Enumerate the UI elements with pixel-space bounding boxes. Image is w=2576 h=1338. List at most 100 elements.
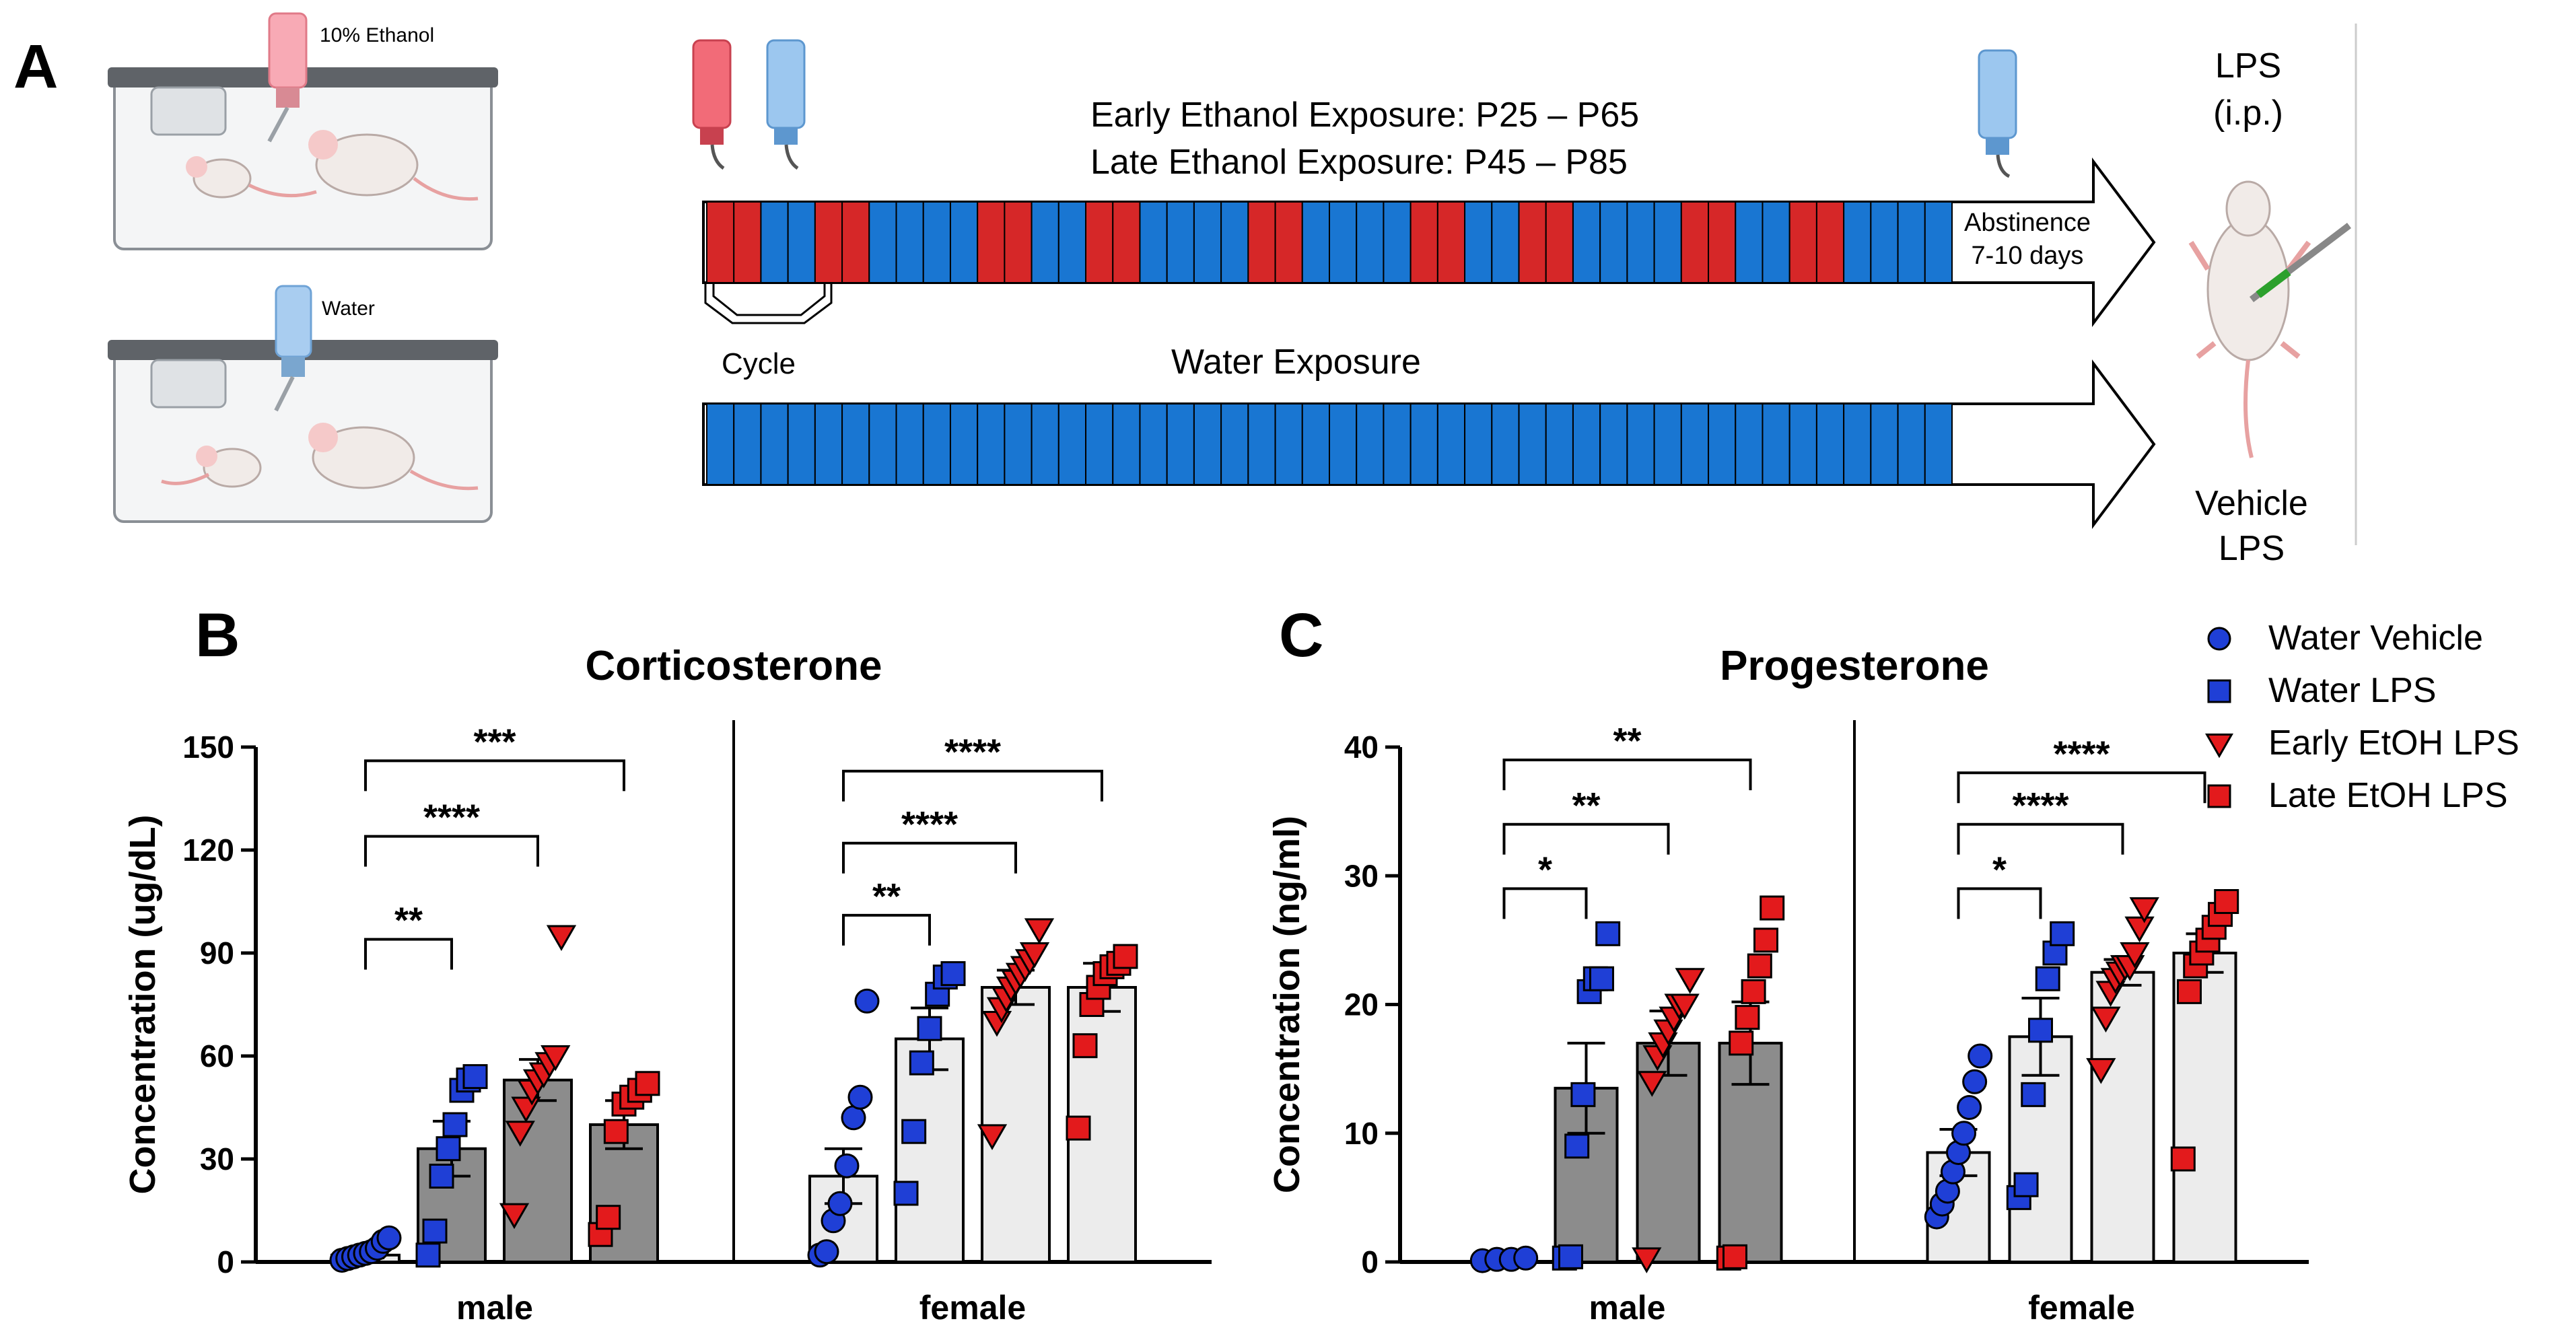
water-day-block: [1301, 201, 1330, 283]
y-axis-label: Concentration (ug/dL): [123, 815, 163, 1195]
water-day-block: [868, 201, 897, 283]
significance-bracket: [842, 913, 931, 946]
data-point: [422, 1218, 448, 1244]
data-point: [1669, 993, 1700, 1020]
water-day-block: [922, 201, 951, 283]
significance-label: **: [872, 876, 901, 917]
water-day-block: [922, 403, 951, 485]
data-point: [596, 1205, 621, 1230]
data-point: [2214, 889, 2239, 914]
water-day-block: [1112, 403, 1141, 485]
data-point: [546, 925, 577, 952]
data-point: [2021, 1082, 2046, 1107]
water-day-block: [1220, 201, 1249, 283]
data-point: [2050, 921, 2075, 946]
water-day-block: [1301, 403, 1330, 485]
cycle-label: Cycle: [722, 347, 796, 380]
water-day-block: [760, 403, 789, 485]
ethanol-day-block: [1708, 201, 1737, 283]
legend-marker: [2205, 733, 2233, 759]
water-day-block: [1193, 403, 1222, 485]
data-point: [541, 1045, 571, 1071]
water-day-block: [1356, 403, 1385, 485]
cage-water: [108, 285, 498, 523]
data-point: [1735, 1005, 1760, 1030]
significance-bracket: [1957, 887, 2042, 919]
water-day-block: [1057, 201, 1087, 283]
legend-marker: [2207, 784, 2231, 808]
data-point: [505, 1121, 535, 1147]
y-tick-label: 10: [1344, 1116, 1379, 1151]
vehicle-lps-label: LPS: [2219, 529, 2285, 568]
water-day-block: [1383, 201, 1412, 283]
significance-label: **: [1572, 785, 1600, 826]
significance-bracket: [842, 769, 1103, 802]
mouse-icon: [186, 156, 317, 199]
water-day-block: [1680, 403, 1710, 485]
water-day-block: [1545, 403, 1574, 485]
data-point: [854, 988, 880, 1014]
data-point: [1024, 918, 1055, 944]
y-tick-label: 30: [200, 1141, 234, 1176]
water-day-block: [1085, 403, 1114, 485]
early-exposure-label: Early Ethanol Exposure: P25 – P65: [1090, 96, 1639, 135]
progesterone-chart: Progesterone Concentration (ng/ml) 0 10 20 30…: [1267, 643, 2309, 1327]
water-day-block: [1409, 403, 1438, 485]
data-point: [1558, 1244, 1583, 1269]
water-day-block: [1599, 403, 1628, 485]
y-tick-label: 150: [182, 730, 234, 765]
significance-bracket: [1502, 887, 1588, 919]
data-point: [1589, 966, 1614, 991]
water-day-block: [1004, 403, 1033, 485]
ethanol-day-block: [1436, 201, 1466, 283]
y-tick-label: 0: [1361, 1244, 1379, 1279]
data-point: [2195, 927, 2221, 953]
mouse-icon: [161, 446, 262, 488]
water-day-block: [1031, 201, 1059, 283]
significance-label: **: [1613, 721, 1641, 761]
data-point: [1675, 968, 1705, 994]
ethanol-day-block: [977, 201, 1006, 283]
data-point: [1957, 1095, 1982, 1120]
legend: Water Vehicle Water LPS Early EtOH LPS Late…: [2205, 619, 2519, 815]
data-point: [2170, 1146, 2196, 1172]
legend-label: Early EtOH LPS: [2268, 724, 2519, 763]
panel-letter-a: A: [13, 32, 58, 101]
water-day-block: [733, 403, 762, 485]
chart-title: Corticosterone: [586, 643, 882, 689]
data-point: [1747, 953, 1772, 979]
data-point: [1019, 942, 1050, 969]
syringe-icon: [2249, 223, 2352, 302]
y-tick-label: 90: [200, 936, 234, 971]
water-day-block: [1383, 403, 1412, 485]
x-group-label: female: [919, 1289, 1026, 1327]
legend-label: Late EtOH LPS: [2268, 776, 2508, 815]
mouse-icon: [308, 423, 479, 491]
water-bottle-icon: [274, 285, 312, 412]
data-point: [2013, 1172, 2039, 1197]
water-day-block: [1735, 403, 1764, 485]
ethanol-day-block: [841, 201, 870, 283]
y-tick-label: 60: [200, 1038, 234, 1073]
data-point: [376, 1225, 402, 1251]
significance-bracket: [364, 938, 453, 970]
data-point: [1962, 1069, 1988, 1094]
data-point: [415, 1242, 441, 1268]
data-point: [1113, 944, 1138, 969]
x-group-label: male: [1589, 1289, 1666, 1327]
ethanol-day-block: [814, 201, 843, 283]
mouse-icon: [308, 130, 479, 201]
data-point: [1564, 1133, 1590, 1159]
cycle-bracket: [704, 284, 833, 324]
data-point: [1595, 921, 1621, 946]
abstinence-label: Abstinence: [1964, 209, 2091, 237]
data-point: [1722, 1244, 1747, 1269]
water-day-block: [1788, 403, 1817, 485]
water-day-block: [1491, 201, 1520, 283]
abstinence-days-label: 7-10 days: [1972, 242, 2084, 270]
late-exposure-label: Late Ethanol Exposure: P45 – P85: [1090, 143, 1628, 182]
water-day-block: [1897, 201, 1926, 283]
water-day-block: [1220, 403, 1249, 485]
data-point: [462, 1064, 488, 1090]
data-point: [1637, 1071, 1667, 1097]
